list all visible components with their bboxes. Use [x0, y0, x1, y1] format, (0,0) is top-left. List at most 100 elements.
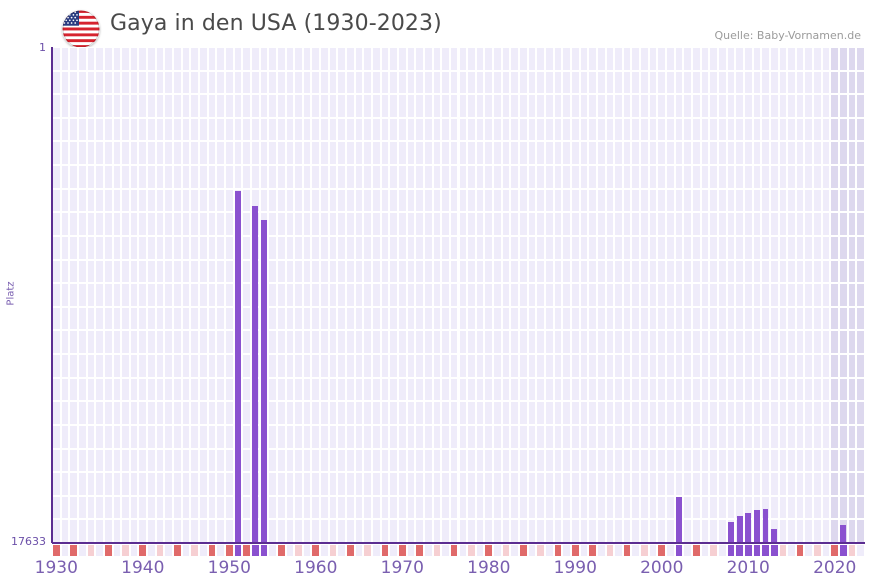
- grid-cell: [476, 473, 484, 495]
- grid-cell: [632, 284, 640, 306]
- grid-cell: [848, 307, 856, 330]
- bar-2012[interactable]: [762, 508, 769, 543]
- grid-cell: [122, 425, 129, 448]
- grid-cell: [355, 189, 363, 212]
- grid-cell: [511, 402, 519, 424]
- grid-cell: [200, 71, 207, 94]
- grid-background: [52, 47, 865, 543]
- grid-cell: [295, 71, 302, 94]
- grid-cell: [295, 449, 302, 472]
- grid-cell: [796, 260, 804, 283]
- grid-cell: [684, 48, 691, 70]
- grid-column: [857, 47, 864, 543]
- grid-cell: [485, 166, 493, 188]
- grid-cell: [269, 260, 276, 283]
- grid-cell: [563, 449, 570, 472]
- x-tick-label-1930: 1930: [34, 558, 78, 578]
- grid-cell: [571, 284, 579, 306]
- grid-cell: [191, 473, 199, 495]
- grid-cell: [260, 48, 268, 70]
- grid-cell: [710, 496, 717, 519]
- year-tick-1971: [407, 545, 415, 556]
- grid-cell: [61, 402, 69, 424]
- grid-cell: [848, 402, 856, 424]
- grid-cell: [329, 355, 337, 377]
- grid-cell: [165, 284, 173, 306]
- grid-cell: [87, 166, 95, 188]
- grid-cell: [476, 213, 484, 235]
- bar-1953[interactable]: [252, 206, 259, 543]
- grid-cell: [113, 118, 121, 141]
- grid-cell: [857, 118, 864, 141]
- grid-cell: [736, 95, 743, 117]
- bar-2011[interactable]: [753, 509, 760, 543]
- grid-cell: [321, 449, 328, 472]
- grid-cell: [433, 307, 441, 330]
- year-tick-1977: [459, 545, 467, 556]
- grid-cell: [148, 48, 155, 70]
- grid-cell: [174, 473, 181, 495]
- grid-cell: [416, 520, 423, 542]
- grid-column: [658, 47, 666, 543]
- grid-cell: [321, 213, 328, 235]
- grid-cell: [373, 307, 380, 330]
- bar-2021[interactable]: [840, 525, 847, 543]
- bar-2009[interactable]: [736, 515, 743, 543]
- grid-cell: [329, 213, 337, 235]
- grid-cell: [260, 189, 268, 212]
- year-tick-1983: [511, 545, 519, 556]
- grid-cell: [537, 260, 544, 283]
- grid-cell: [762, 236, 769, 259]
- grid-cell: [494, 331, 501, 354]
- bar-2002[interactable]: [676, 496, 682, 543]
- grid-cell: [364, 284, 371, 306]
- grid-cell: [78, 307, 86, 330]
- bar-2008[interactable]: [728, 522, 734, 543]
- year-tick-1944: [174, 545, 181, 556]
- grid-cell: [554, 48, 562, 70]
- grid-cell: [174, 95, 181, 117]
- grid-cell: [675, 355, 683, 377]
- grid-cell: [554, 213, 562, 235]
- grid-cell: [139, 402, 147, 424]
- grid-cell: [675, 236, 683, 259]
- grid-cell: [701, 213, 709, 235]
- grid-cell: [295, 425, 302, 448]
- grid-cell: [277, 236, 285, 259]
- grid-cell: [511, 307, 519, 330]
- grid-cell: [658, 284, 666, 306]
- grid-cell: [718, 260, 726, 283]
- grid-cell: [520, 142, 527, 165]
- grid-cell: [779, 284, 787, 306]
- grid-cell: [641, 260, 648, 283]
- bar-1954[interactable]: [260, 219, 267, 543]
- grid-cell: [407, 378, 415, 401]
- grid-cell: [814, 166, 821, 188]
- grid-cell: [857, 284, 864, 306]
- grid-cell: [321, 473, 328, 495]
- grid-column: [200, 47, 207, 543]
- bar-2010[interactable]: [745, 513, 752, 543]
- grid-cell: [96, 520, 103, 542]
- grid-cell: [511, 71, 519, 94]
- grid-cell: [122, 260, 129, 283]
- x-tick-label-1940: 1940: [121, 558, 165, 578]
- bar-1951[interactable]: [235, 190, 241, 543]
- bar-2013[interactable]: [771, 528, 778, 543]
- grid-cell: [407, 473, 415, 495]
- grid-cell: [693, 520, 700, 542]
- grid-column: [606, 47, 614, 543]
- grid-cell: [822, 520, 830, 542]
- grid-cell: [269, 166, 276, 188]
- grid-cell: [442, 378, 449, 401]
- grid-cell: [822, 95, 830, 117]
- grid-cell: [667, 142, 674, 165]
- grid-cell: [450, 71, 458, 94]
- grid-cell: [770, 236, 778, 259]
- grid-cell: [312, 425, 320, 448]
- grid-cell: [122, 48, 129, 70]
- grid-column: [182, 47, 190, 543]
- grid-cell: [796, 189, 804, 212]
- grid-cell: [53, 331, 60, 354]
- grid-cell: [78, 496, 86, 519]
